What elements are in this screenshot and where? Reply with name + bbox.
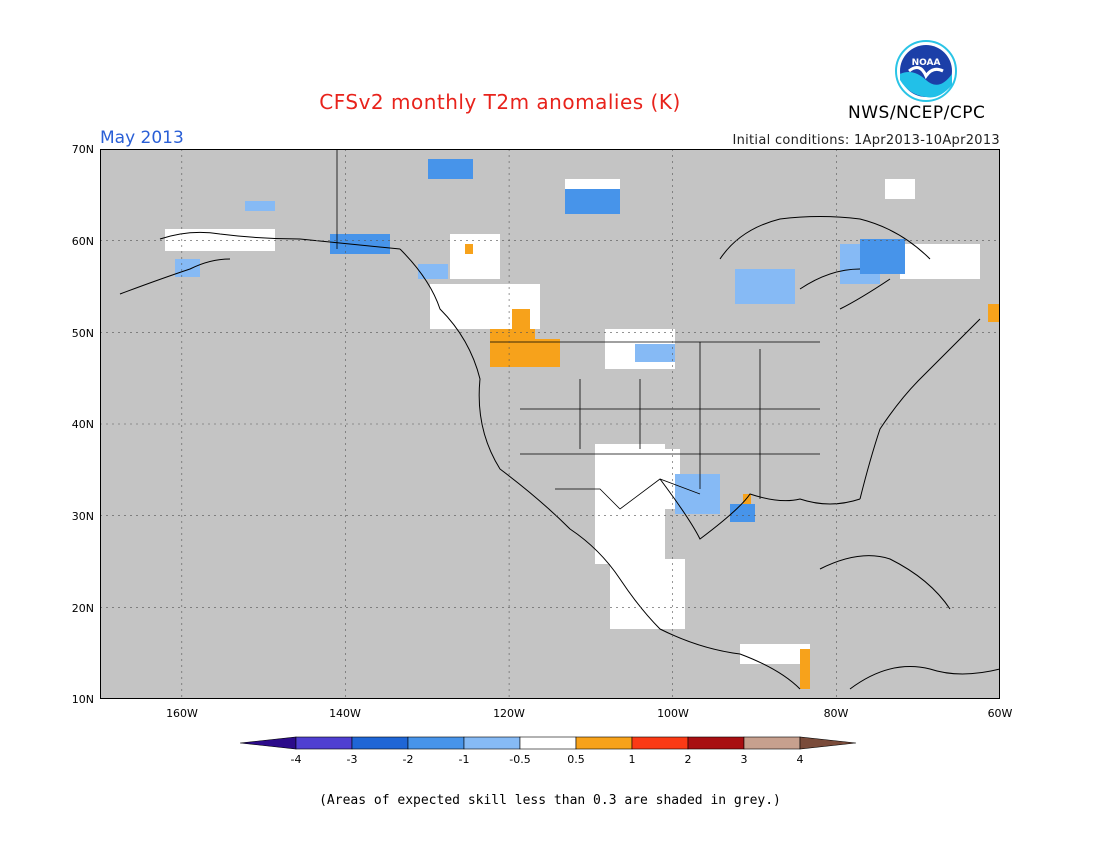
anomaly-cells (165, 159, 1000, 689)
lon-label: 120W (493, 707, 525, 720)
colorbar-label: -0.5 (509, 753, 530, 766)
footnote: (Areas of expected skill less than 0.3 a… (319, 793, 781, 808)
chart-title: CFSv2 monthly T2m anomalies (K) (319, 90, 681, 114)
lat-label: 30N (71, 510, 94, 523)
noaa-logo-icon: NOAA (895, 40, 957, 102)
lat-label: 10N (71, 693, 94, 706)
colorbar-label: -3 (347, 753, 358, 766)
colorbar-arrow-right (799, 736, 857, 750)
colorbar-arrow-left (240, 736, 297, 750)
colorbar-label: 3 (741, 753, 748, 766)
colorbar-swatch (687, 736, 745, 750)
lon-label: 80W (823, 707, 849, 720)
colorbar-label: -2 (403, 753, 414, 766)
colorbar-label: -4 (291, 753, 302, 766)
lat-label: 20N (71, 602, 94, 615)
svg-text:NOAA: NOAA (912, 58, 941, 68)
graticule (100, 149, 1000, 699)
lon-label: 140W (329, 707, 361, 720)
lon-label: 60W (987, 707, 1013, 720)
colorbar-swatch (631, 736, 689, 750)
anomaly-map (100, 149, 1000, 699)
map-frame (100, 149, 1000, 699)
colorbar-swatch (351, 736, 409, 750)
colorbar-swatch (463, 736, 521, 750)
colorbar-swatch (743, 736, 801, 750)
colorbar-swatch (575, 736, 633, 750)
colorbar-label: -1 (459, 753, 470, 766)
coastlines (119, 216, 1000, 690)
initial-conditions: Initial conditions: 1Apr2013-10Apr2013 (732, 133, 1000, 148)
colorbar-swatch (519, 736, 577, 750)
colorbar: -4 -3 -2 -1 -0.5 0.5 1 2 3 4 (240, 736, 857, 766)
lat-label: 70N (71, 143, 94, 156)
agency-label: NWS/NCEP/CPC (848, 103, 986, 123)
lat-label: 40N (71, 418, 94, 431)
colorbar-label: 2 (685, 753, 692, 766)
lat-label: 60N (71, 235, 94, 248)
lon-label: 100W (657, 707, 689, 720)
colorbar-label: 0.5 (567, 753, 585, 766)
colorbar-label: 1 (629, 753, 636, 766)
forecast-month: May 2013 (100, 128, 184, 148)
lat-label: 50N (71, 327, 94, 340)
lon-label: 160W (166, 707, 198, 720)
colorbar-label: 4 (797, 753, 804, 766)
colorbar-swatch (407, 736, 465, 750)
colorbar-swatch (295, 736, 353, 750)
